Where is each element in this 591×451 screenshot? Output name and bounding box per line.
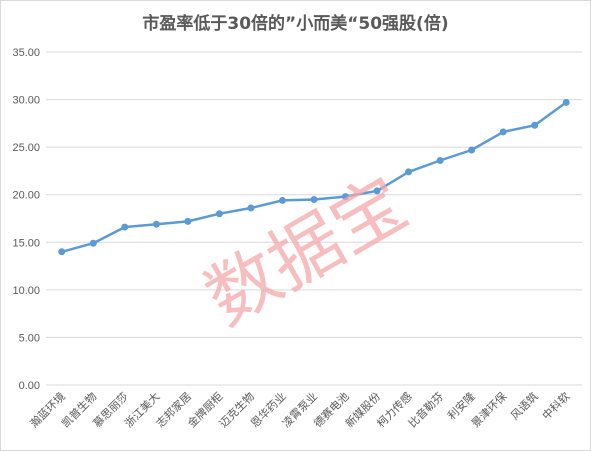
data-point [121,223,129,231]
x-tick-label: 风语筑 [508,389,541,422]
data-point [468,146,476,154]
x-axis-ticks: 瀚蓝环境凯普生物慕思丽莎浙江美大志邦家居金牌厨柜迈克生物恩华药业凌霄泵业德赛电池… [27,389,572,430]
data-point [373,187,381,195]
watermark-text: 数据宝 [191,161,420,342]
data-point [531,121,539,129]
data-point [278,196,286,204]
watermark: 数据宝 [191,161,420,342]
data-point [310,195,318,203]
x-tick-label: 比音勒芬 [405,389,446,430]
y-tick-label: 5.00 [19,332,40,344]
y-tick-label: 35.00 [12,47,40,59]
data-point [342,193,350,201]
data-point [405,168,413,176]
x-tick-label: 中科软 [539,389,572,422]
data-point [436,156,444,164]
data-point [247,204,255,212]
y-tick-label: 0.00 [19,380,40,392]
chart-title: 市盈率低于30倍的”小而美“50强股(倍) [142,14,449,34]
y-tick-label: 25.00 [12,142,40,154]
gridlines [46,51,582,386]
x-tick-label: 景津环保 [468,389,509,430]
data-point [499,128,507,136]
data-point [152,220,160,228]
y-axis-ticks: 0.00 5.00 10.00 15.00 20.00 25.00 30.00 35.00 [12,47,40,392]
y-tick-label: 20.00 [12,190,40,202]
data-point [184,217,192,225]
y-tick-label: 10.00 [12,285,40,297]
data-point [215,210,223,218]
y-tick-label: 30.00 [12,95,40,107]
data-point [562,98,570,106]
data-point [89,239,97,247]
y-tick-label: 15.00 [12,237,40,249]
data-point [58,248,66,256]
series-points [58,98,570,256]
